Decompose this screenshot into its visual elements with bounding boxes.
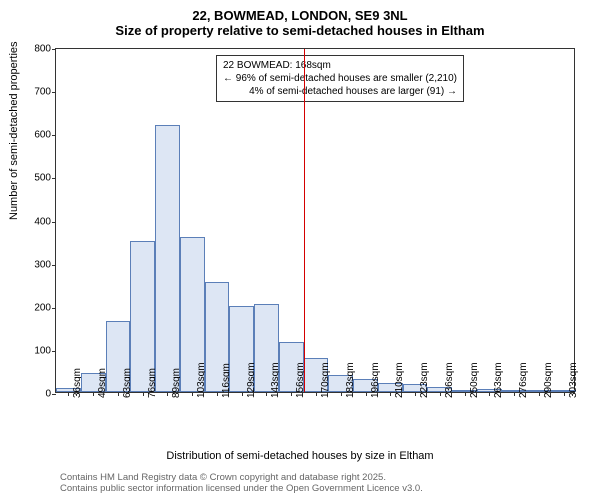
x-tick-mark	[68, 392, 69, 396]
x-tick-mark	[291, 392, 292, 396]
x-tick-mark	[266, 392, 267, 396]
footer-line2: Contains public sector information licen…	[60, 483, 423, 494]
plot-area: 22 BOWMEAD: 168sqm ← 96% of semi-detache…	[55, 48, 575, 393]
x-tick-mark	[465, 392, 466, 396]
annotation-line3: 4% of semi-detached houses are larger (9…	[223, 85, 457, 98]
x-tick-mark	[514, 392, 515, 396]
x-tick-mark	[390, 392, 391, 396]
y-tick-mark	[52, 178, 56, 179]
annotation-line1: 22 BOWMEAD: 168sqm	[223, 59, 457, 72]
y-tick-mark	[52, 92, 56, 93]
annotation-box: 22 BOWMEAD: 168sqm ← 96% of semi-detache…	[216, 55, 464, 102]
x-tick-mark	[192, 392, 193, 396]
x-tick-mark	[564, 392, 565, 396]
x-tick-label: 263sqm	[493, 362, 504, 398]
x-tick-label: 276sqm	[518, 362, 529, 398]
y-tick-mark	[52, 351, 56, 352]
chart-subtitle: Size of property relative to semi-detach…	[0, 23, 600, 38]
x-axis-label: Distribution of semi-detached houses by …	[0, 450, 600, 462]
x-tick-label: 303sqm	[568, 362, 579, 398]
y-tick-mark	[52, 394, 56, 395]
x-tick-label: 236sqm	[444, 362, 455, 398]
footer-line1: Contains HM Land Registry data © Crown c…	[60, 472, 423, 483]
x-tick-mark	[415, 392, 416, 396]
y-tick-mark	[52, 265, 56, 266]
x-tick-mark	[316, 392, 317, 396]
x-tick-label: 250sqm	[469, 362, 480, 398]
x-tick-mark	[143, 392, 144, 396]
x-tick-mark	[341, 392, 342, 396]
y-axis-label: Number of semi-detached properties	[8, 41, 20, 220]
y-tick-mark	[52, 49, 56, 50]
x-tick-mark	[242, 392, 243, 396]
x-tick-mark	[440, 392, 441, 396]
x-tick-mark	[366, 392, 367, 396]
x-tick-label: 196sqm	[370, 362, 381, 398]
histogram-chart: 22, BOWMEAD, LONDON, SE9 3NL Size of pro…	[0, 0, 600, 500]
y-tick-mark	[52, 135, 56, 136]
chart-footer: Contains HM Land Registry data © Crown c…	[60, 472, 423, 494]
x-tick-mark	[489, 392, 490, 396]
y-tick-mark	[52, 308, 56, 309]
x-tick-label: 223sqm	[419, 362, 430, 398]
x-tick-mark	[167, 392, 168, 396]
title-area: 22, BOWMEAD, LONDON, SE9 3NL Size of pro…	[0, 0, 600, 38]
annotation-line2: ← 96% of semi-detached houses are smalle…	[223, 72, 457, 85]
x-tick-mark	[118, 392, 119, 396]
x-tick-label: 290sqm	[543, 362, 554, 398]
y-tick-mark	[52, 222, 56, 223]
property-marker-line	[304, 49, 305, 392]
chart-title: 22, BOWMEAD, LONDON, SE9 3NL	[0, 8, 600, 23]
histogram-bar	[155, 125, 180, 392]
x-tick-mark	[93, 392, 94, 396]
x-tick-label: 210sqm	[394, 362, 405, 398]
x-tick-mark	[217, 392, 218, 396]
x-tick-mark	[539, 392, 540, 396]
